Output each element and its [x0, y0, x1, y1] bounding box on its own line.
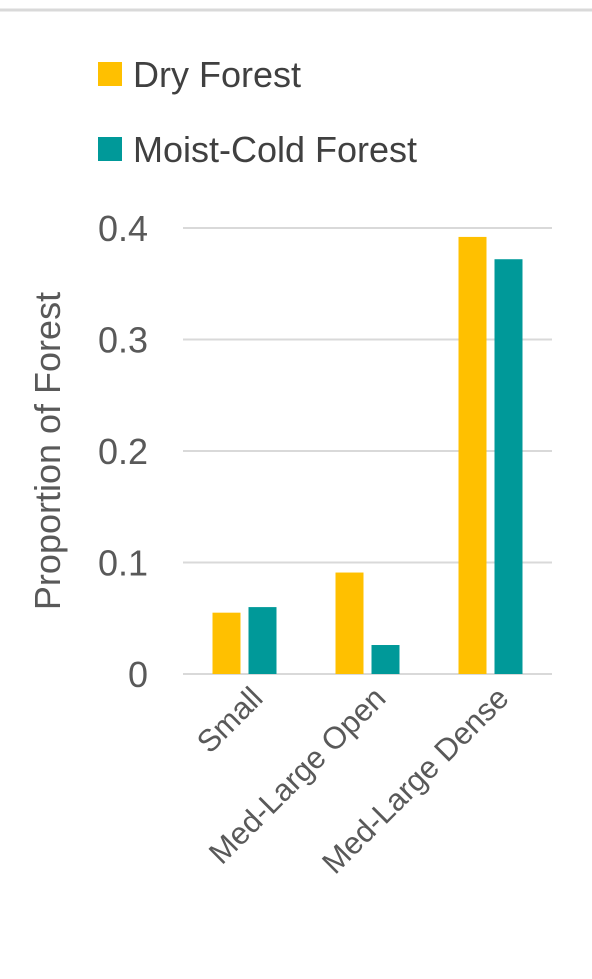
legend-item-dry-forest: Dry Forest — [98, 54, 301, 95]
y-tick-labels: 0 0.1 0.2 0.3 0.4 — [98, 208, 148, 695]
bar-dry-forest-small — [212, 612, 241, 674]
legend-label-moist-cold-forest: Moist-Cold Forest — [133, 129, 417, 170]
bar-dry-forest-med-large-dense — [458, 236, 487, 675]
y-tick-label: 0.3 — [98, 320, 148, 361]
gridlines — [183, 227, 552, 675]
bars — [212, 236, 523, 675]
y-tick-label: 0.2 — [98, 431, 148, 472]
y-tick-label: 0.4 — [98, 208, 148, 249]
legend-swatch-moist-cold-forest — [98, 137, 122, 161]
bar-moist-cold-forest-med-large-open — [371, 645, 400, 674]
legend: Dry Forest Moist-Cold Forest — [98, 54, 417, 170]
x-tick-label: Small — [190, 680, 270, 760]
legend-swatch-dry-forest — [98, 62, 122, 86]
y-tick-label: 0 — [128, 654, 148, 695]
legend-item-moist-cold-forest: Moist-Cold Forest — [98, 129, 417, 170]
y-axis-title: Proportion of Forest — [27, 292, 68, 610]
legend-label-dry-forest: Dry Forest — [133, 54, 301, 95]
y-tick-label: 0.1 — [98, 543, 148, 584]
bar-moist-cold-forest-med-large-dense — [494, 259, 523, 674]
bar-dry-forest-med-large-open — [335, 572, 364, 674]
bar-moist-cold-forest-small — [248, 607, 277, 674]
